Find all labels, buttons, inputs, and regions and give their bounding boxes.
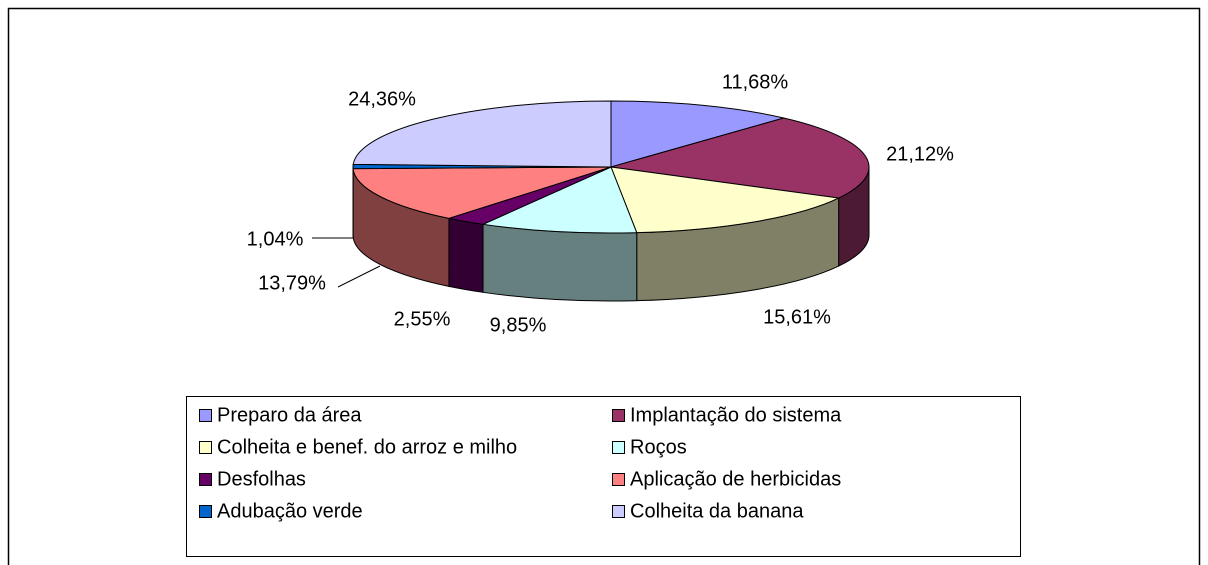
legend-entries: Preparo da área Implantação do sistema Col…	[199, 404, 842, 522]
pie-top	[352, 100, 870, 234]
data-label: 13,79%	[258, 272, 326, 294]
data-label: 2,55%	[394, 308, 451, 330]
legend-label: Desfolhas	[217, 468, 306, 490]
data-label: 1,04%	[247, 228, 304, 250]
data-label: 21,12%	[886, 143, 954, 165]
legend-swatch	[612, 441, 625, 454]
slice	[352, 166, 612, 219]
data-labels: 11,68% 21,12% 15,61% 9,85% 2,55% 13,79% 1,04% 2…	[247, 71, 954, 336]
legend-swatch	[199, 409, 212, 422]
legend-label: Colheita e benef. do arroz e milho	[217, 436, 517, 458]
data-label: 24,36%	[348, 88, 416, 110]
slice	[610, 117, 870, 199]
data-label: 11,68%	[722, 71, 789, 93]
slice	[610, 100, 784, 168]
legend-swatch	[199, 505, 212, 518]
slice	[481, 166, 638, 234]
slice-side	[482, 223, 638, 302]
legend-label: Adubação verde	[217, 500, 363, 522]
leader-line	[337, 265, 381, 288]
slice-side	[448, 217, 484, 293]
data-label: 15,61%	[763, 306, 831, 328]
legend-swatch	[199, 441, 212, 454]
legend-label: Colheita da banana	[630, 500, 804, 522]
legend-label: Preparo da área	[217, 404, 362, 426]
legend	[186, 396, 1021, 557]
legend-label: Roços	[630, 436, 687, 458]
legend-swatch	[612, 505, 625, 518]
legend-swatch	[612, 473, 625, 486]
legend-label: Implantação do sistema	[630, 404, 842, 426]
legend-label: Aplicação de herbicidas	[630, 468, 841, 490]
legend-swatch	[199, 473, 212, 486]
legend-swatch	[612, 409, 625, 422]
chart-frame	[7, 7, 1201, 565]
slice	[610, 166, 841, 234]
data-label: 9,85%	[490, 314, 547, 336]
slice	[352, 100, 612, 168]
